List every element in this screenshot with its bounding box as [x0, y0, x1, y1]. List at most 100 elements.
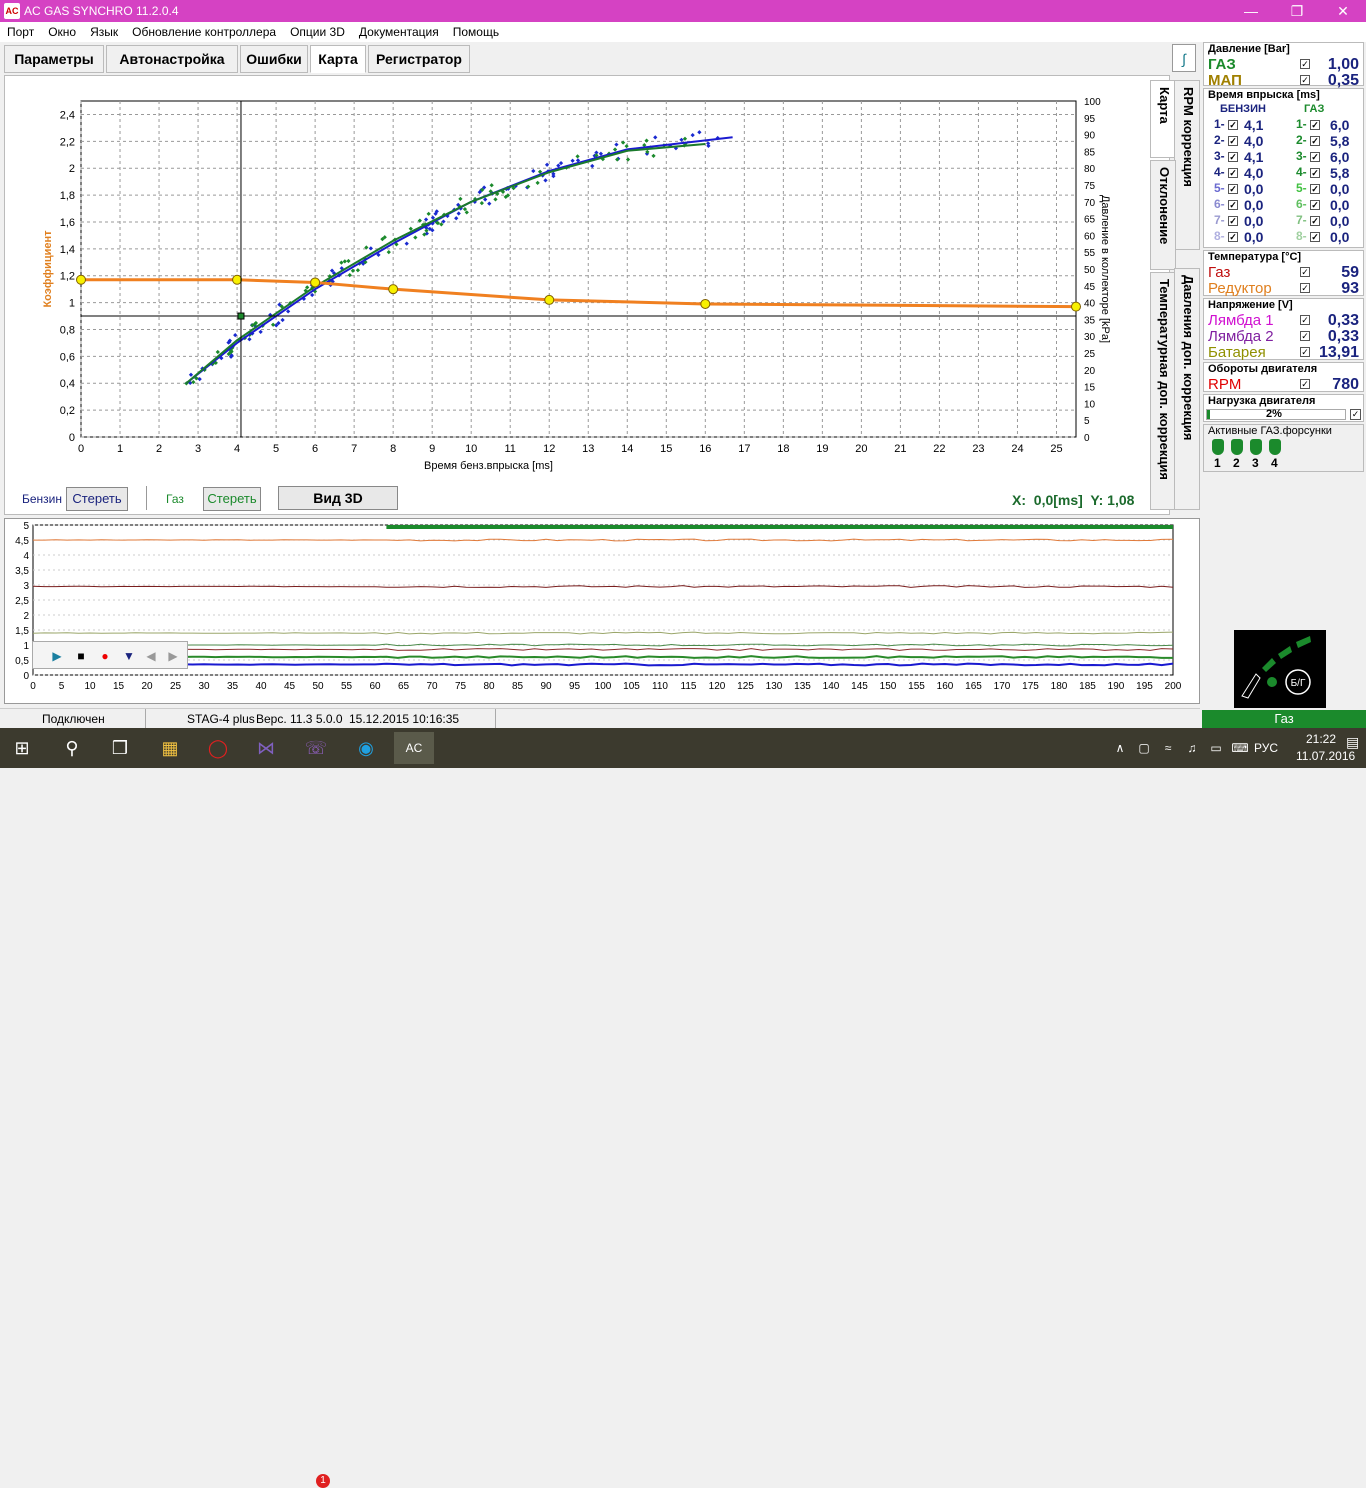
probe-icon[interactable]: ∫: [1172, 44, 1196, 72]
menu-port[interactable]: Порт: [7, 25, 35, 39]
gaz-pressure-checkbox[interactable]: ✓: [1300, 59, 1310, 69]
rpm-checkbox[interactable]: ✓: [1300, 379, 1310, 389]
gaz-point: [615, 157, 620, 162]
next-icon[interactable]: ▶: [168, 649, 178, 663]
marker-down-icon[interactable]: ▼: [123, 649, 135, 663]
benzin-cyl-7-checkbox[interactable]: ✓: [1228, 216, 1238, 226]
recorder-chart[interactable]: 00,511,522,533,544,550 5 10 15 20 25 30 35 40 45 5…: [5, 519, 1201, 705]
menu-3d-options[interactable]: Опции 3D: [290, 25, 345, 39]
vtab-pressure-correction[interactable]: Давления доп. коррекция: [1174, 268, 1200, 510]
tray-battery-icon[interactable]: ▢: [1138, 741, 1150, 755]
benzin-cyl-1-checkbox[interactable]: ✓: [1228, 120, 1238, 130]
opera-icon[interactable]: ◯: [207, 738, 229, 758]
visual-studio-icon[interactable]: ⋈: [257, 738, 275, 758]
injector-4-icon: [1269, 439, 1281, 455]
tab-parameters[interactable]: Параметры: [4, 45, 104, 73]
gaz-point: [575, 154, 580, 159]
tray-keyboard-icon[interactable]: ⌨: [1231, 741, 1249, 755]
lambda1-value: 0,33: [1327, 312, 1359, 329]
menu-help[interactable]: Помощь: [452, 25, 500, 39]
load-checkbox[interactable]: ✓: [1350, 409, 1361, 420]
gaz-point: [458, 196, 463, 201]
x-tick-label: 2: [156, 443, 162, 455]
benzin-cyl-2-checkbox[interactable]: ✓: [1228, 136, 1238, 146]
language-indicator[interactable]: РУС: [1254, 741, 1279, 755]
device-name: STAG-4 plus: [187, 712, 255, 726]
vtab-temp-correction[interactable]: Температурная доп. коррекция: [1150, 272, 1176, 510]
rpm-value: 780: [1332, 376, 1359, 393]
gaz-cyl-7-checkbox[interactable]: ✓: [1310, 216, 1320, 226]
tray-wifi-icon[interactable]: ≈: [1164, 741, 1172, 755]
switch-label: Б/Г: [1291, 678, 1306, 689]
benzin-cyl-5-checkbox[interactable]: ✓: [1228, 184, 1238, 194]
gaz-point: [364, 245, 369, 250]
benzin-cyl-3-checkbox[interactable]: ✓: [1228, 152, 1238, 162]
menu-firmware-update[interactable]: Обновление контроллера: [132, 25, 277, 39]
vtab-rpm-correction[interactable]: RPM коррекция: [1174, 80, 1200, 250]
viber-icon[interactable]: ☏: [304, 738, 328, 758]
recorder-x-tick: 165: [965, 681, 982, 692]
clear-benzin-button[interactable]: Стереть: [66, 487, 128, 511]
recorder-y-tick: 3,5: [15, 566, 29, 577]
vtab-map[interactable]: Карта: [1150, 80, 1176, 158]
recorder-x-tick: 110: [652, 681, 668, 692]
map-chart[interactable]: 0 1 2 3 4 5 6 7 8 9 10 11 12 13 14 15 16 17 18 19 20 21 22 23 24…: [5, 76, 1171, 516]
menu-window[interactable]: Окно: [48, 25, 77, 39]
y-right-tick-label: 40: [1084, 299, 1096, 310]
map-pressure-checkbox[interactable]: ✓: [1300, 75, 1310, 85]
record-icon[interactable]: ●: [101, 649, 109, 663]
gaz-temp-checkbox[interactable]: ✓: [1300, 267, 1310, 277]
play-icon[interactable]: ▶: [52, 649, 62, 663]
gaz-cyl-3-checkbox[interactable]: ✓: [1310, 152, 1320, 162]
benzin-point: [598, 151, 604, 156]
gaz-cyl-1-checkbox[interactable]: ✓: [1310, 120, 1320, 130]
vtab-deviation[interactable]: Отклонение: [1150, 160, 1176, 270]
file-explorer-icon[interactable]: ▦: [161, 738, 179, 758]
minimize-button[interactable]: —: [1244, 3, 1258, 19]
clear-gaz-button[interactable]: Стереть: [203, 487, 261, 511]
gaz-cyl-5-checkbox[interactable]: ✓: [1310, 184, 1320, 194]
y-right-tick-label: 100: [1084, 97, 1101, 108]
stop-icon[interactable]: ■: [77, 649, 85, 663]
tab-recorder[interactable]: Регистратор: [368, 45, 470, 73]
benzin-cyl-8-checkbox[interactable]: ✓: [1228, 232, 1238, 242]
gaz-cyl-4-checkbox[interactable]: ✓: [1310, 168, 1320, 178]
cursor-marker: [237, 312, 245, 320]
windows-start-icon[interactable]: ⊞: [14, 738, 30, 758]
menu-documentation[interactable]: Документация: [358, 25, 439, 39]
reducer-temp-checkbox[interactable]: ✓: [1300, 283, 1310, 293]
tab-map[interactable]: Карта: [310, 45, 366, 73]
x-tick-label: 9: [429, 443, 435, 455]
gaz-cyl-6-checkbox[interactable]: ✓: [1310, 200, 1320, 210]
tray-volume-icon[interactable]: ♫: [1187, 741, 1197, 755]
lambda1-checkbox[interactable]: ✓: [1300, 315, 1310, 325]
notifications-icon[interactable]: ▤: [1346, 734, 1360, 750]
benzin-cyl-4-checkbox[interactable]: ✓: [1228, 168, 1238, 178]
menu-language[interactable]: Язык: [90, 25, 119, 39]
prev-icon[interactable]: ◀: [146, 649, 156, 663]
lambda2-checkbox[interactable]: ✓: [1300, 331, 1310, 341]
tab-autotune[interactable]: Автонастройка: [106, 45, 238, 73]
benzin-cyl-6-checkbox[interactable]: ✓: [1228, 200, 1238, 210]
view-3d-button[interactable]: Вид 3D: [278, 486, 398, 510]
tab-errors[interactable]: Ошибки: [240, 45, 308, 73]
x-tick-label: 19: [816, 443, 828, 455]
task-view-icon[interactable]: ❒: [111, 738, 129, 758]
skype-icon[interactable]: ◉: [358, 738, 374, 758]
fuel-switch-widget[interactable]: Б/Г: [1234, 630, 1326, 708]
tray-arrow-icon[interactable]: ∧: [1115, 741, 1125, 755]
ac-gas-synchro-taskbar-icon[interactable]: AC: [394, 732, 434, 764]
search-icon[interactable]: ⚲: [65, 738, 79, 758]
recorder-x-tick: 105: [623, 681, 640, 692]
gaz-cyl-2-checkbox[interactable]: ✓: [1310, 136, 1320, 146]
close-button[interactable]: ✕: [1337, 3, 1349, 19]
recorder-x-tick: 120: [709, 681, 726, 692]
benzin-cyl-2-label: 2-: [1214, 133, 1225, 147]
maximize-button[interactable]: ❐: [1290, 3, 1304, 19]
battery-checkbox[interactable]: ✓: [1300, 347, 1310, 357]
benzin-cyl-8-value: 0,0: [1244, 229, 1264, 245]
tray-display-icon[interactable]: ▭: [1210, 741, 1222, 755]
window-title: AC GAS SYNCHRO 11.2.0.4: [24, 4, 179, 18]
recorder-x-tick: 55: [341, 681, 353, 692]
gaz-cyl-8-checkbox[interactable]: ✓: [1310, 232, 1320, 242]
